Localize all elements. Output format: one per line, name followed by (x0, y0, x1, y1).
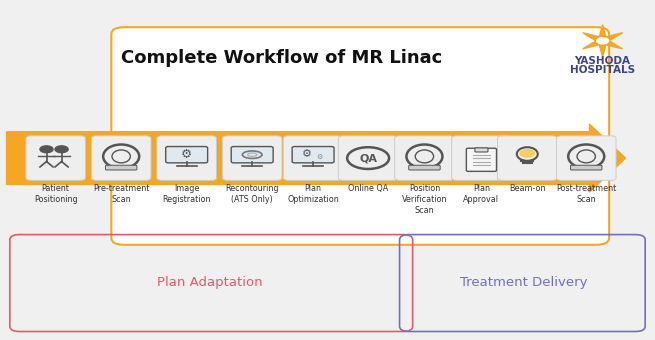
FancyBboxPatch shape (111, 27, 609, 245)
Text: Post-treatment
Scan: Post-treatment Scan (556, 184, 616, 204)
FancyBboxPatch shape (571, 165, 602, 170)
Text: Pre-treatment
Scan: Pre-treatment Scan (93, 184, 149, 204)
Text: Beam-on: Beam-on (509, 184, 546, 193)
FancyBboxPatch shape (557, 136, 616, 180)
FancyBboxPatch shape (292, 147, 334, 163)
Text: Plan Adaptation: Plan Adaptation (157, 276, 263, 289)
FancyBboxPatch shape (339, 136, 398, 180)
Text: Plan
Optimization: Plan Optimization (287, 184, 339, 204)
FancyBboxPatch shape (452, 136, 511, 180)
Polygon shape (583, 25, 622, 57)
Text: QA: QA (359, 153, 377, 163)
Text: Treatment Delivery: Treatment Delivery (460, 276, 588, 289)
Text: HOSPITALS: HOSPITALS (570, 65, 635, 75)
Circle shape (40, 146, 53, 153)
FancyBboxPatch shape (498, 136, 557, 180)
FancyBboxPatch shape (466, 148, 496, 171)
Text: ⚙: ⚙ (302, 149, 312, 159)
FancyBboxPatch shape (231, 147, 273, 163)
Text: ⚙: ⚙ (316, 153, 323, 159)
FancyBboxPatch shape (105, 165, 137, 170)
FancyBboxPatch shape (91, 136, 151, 180)
Circle shape (55, 146, 68, 153)
Text: YASHODA: YASHODA (574, 56, 631, 66)
Text: Patient
Positioning: Patient Positioning (34, 184, 77, 204)
FancyBboxPatch shape (26, 136, 85, 180)
Text: Recontouring
(ATS Only): Recontouring (ATS Only) (225, 184, 279, 204)
FancyBboxPatch shape (166, 147, 208, 163)
Circle shape (597, 38, 608, 44)
FancyBboxPatch shape (223, 136, 282, 180)
FancyBboxPatch shape (157, 136, 216, 180)
FancyBboxPatch shape (475, 148, 488, 152)
Text: Position
Verification
Scan: Position Verification Scan (402, 184, 447, 215)
Text: Image
Registration: Image Registration (162, 184, 211, 204)
FancyBboxPatch shape (394, 136, 455, 180)
Text: Online QA: Online QA (348, 184, 388, 193)
Text: ⚙: ⚙ (181, 148, 193, 161)
FancyBboxPatch shape (284, 136, 343, 180)
Text: Complete Workflow of MR Linac: Complete Workflow of MR Linac (121, 49, 442, 67)
FancyBboxPatch shape (409, 165, 440, 170)
FancyArrow shape (7, 124, 626, 192)
Text: Plan
Approval: Plan Approval (464, 184, 499, 204)
Circle shape (520, 150, 534, 157)
